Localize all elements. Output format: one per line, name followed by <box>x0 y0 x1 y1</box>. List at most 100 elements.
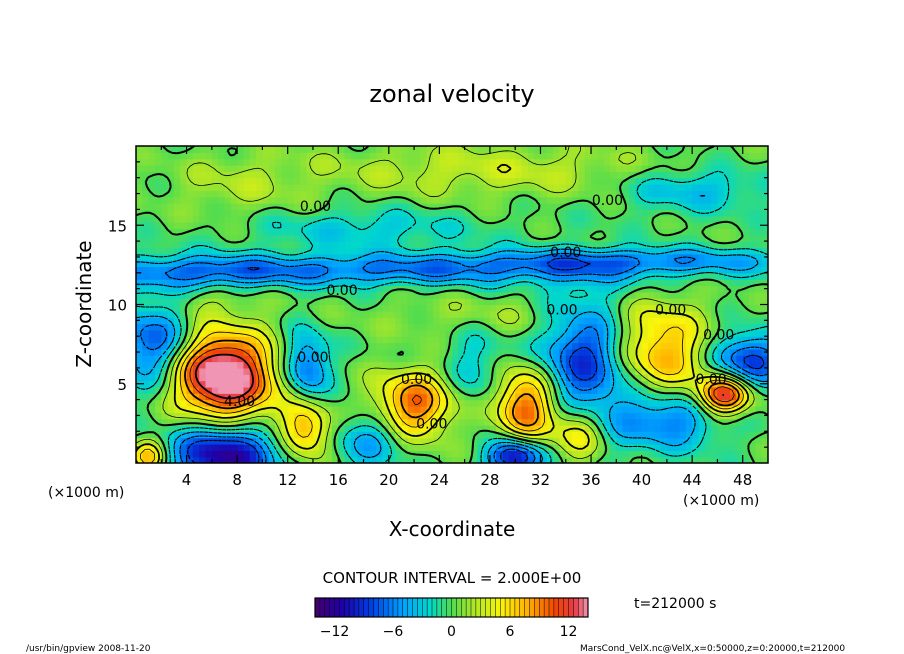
heatmap-cell <box>136 279 143 287</box>
heatmap-cell <box>243 336 251 344</box>
heatmap-cell <box>578 228 586 236</box>
heatmap-cell <box>717 405 725 413</box>
heatmap-cell <box>698 348 706 356</box>
heatmap-cell <box>294 146 301 153</box>
heatmap-cell <box>698 171 706 179</box>
heatmap-cell <box>679 412 687 420</box>
heatmap-cell <box>420 386 428 394</box>
heatmap-cell <box>426 329 434 337</box>
heatmap-cell <box>199 310 207 318</box>
heatmap-cell <box>211 291 219 299</box>
heatmap-cell <box>647 146 655 153</box>
heatmap-cell <box>496 291 504 299</box>
heatmap-cell <box>616 424 624 432</box>
heatmap-cell <box>445 190 453 198</box>
heatmap-cell <box>761 272 768 280</box>
heatmap-cell <box>723 399 731 407</box>
heatmap-cell <box>622 222 630 230</box>
heatmap-cell <box>692 253 700 261</box>
heatmap-cell <box>610 272 617 280</box>
heatmap-cell <box>136 184 143 191</box>
heatmap-cell <box>502 177 510 185</box>
heatmap-cell <box>458 184 466 191</box>
heatmap-cell <box>660 418 668 426</box>
heatmap-cell <box>635 342 643 350</box>
heatmap-cell <box>161 253 169 261</box>
heatmap-cell <box>572 304 579 312</box>
heatmap-cell <box>376 260 384 268</box>
heatmap-cell <box>452 304 459 312</box>
heatmap-cell <box>679 209 687 217</box>
heatmap-cell <box>407 443 415 451</box>
heatmap-cell <box>262 209 270 217</box>
heatmap-cell <box>148 361 156 369</box>
heatmap-cell <box>192 241 200 249</box>
heatmap-cell <box>376 374 384 382</box>
heatmap-cell <box>167 190 175 198</box>
heatmap-cell <box>641 431 649 439</box>
heatmap-cell <box>319 380 327 388</box>
heatmap-cell <box>167 418 175 426</box>
heatmap-cell <box>388 418 396 426</box>
heatmap-cell <box>546 190 554 198</box>
heatmap-cell <box>445 196 453 204</box>
heatmap-cell <box>692 177 700 185</box>
heatmap-cell <box>142 386 150 394</box>
heatmap-cell <box>578 367 586 375</box>
heatmap-cell <box>521 405 529 413</box>
heatmap-cell <box>641 399 649 407</box>
heatmap-cell <box>433 323 440 331</box>
heatmap-cell <box>376 348 384 356</box>
heatmap-cell <box>635 399 643 407</box>
heatmap-cell <box>407 323 415 331</box>
heatmap-cell <box>338 228 346 236</box>
heatmap-cell <box>275 323 282 331</box>
heatmap-cell <box>704 228 712 236</box>
heatmap-cell <box>591 222 598 230</box>
heatmap-cell <box>660 443 668 451</box>
heatmap-cell <box>654 405 662 413</box>
heatmap-cell <box>180 304 188 312</box>
heatmap-cell <box>306 317 314 325</box>
heatmap-cell <box>161 209 169 217</box>
heatmap-cell <box>439 450 447 458</box>
heatmap-cell <box>243 177 251 185</box>
heatmap-cell <box>470 253 478 261</box>
heatmap-cell <box>660 228 668 236</box>
heatmap-cell <box>433 260 440 268</box>
heatmap-cell <box>464 431 472 439</box>
heatmap-cell <box>660 431 668 439</box>
heatmap-cell <box>300 228 308 236</box>
heatmap-cell <box>407 171 415 179</box>
heatmap-cell <box>331 304 339 312</box>
heatmap-cell <box>218 380 226 388</box>
heatmap-cell <box>603 367 611 375</box>
heatmap-cell <box>199 247 207 255</box>
heatmap-cell <box>483 342 491 350</box>
heatmap-cell <box>540 367 548 375</box>
heatmap-cell <box>344 209 352 217</box>
heatmap-cell <box>306 310 314 318</box>
heatmap-cell <box>388 323 396 331</box>
heatmap-cell <box>256 317 263 325</box>
heatmap-cell <box>414 317 421 325</box>
heatmap-cell <box>142 279 150 287</box>
heatmap-cell <box>654 355 662 363</box>
heatmap-cell <box>635 450 643 458</box>
heatmap-cell <box>344 285 352 293</box>
heatmap-cell <box>565 355 573 363</box>
heatmap-cell <box>395 215 403 223</box>
heatmap-cell <box>597 291 605 299</box>
heatmap-cell <box>647 412 655 420</box>
heatmap-cell <box>275 298 282 306</box>
heatmap-cell <box>742 437 750 445</box>
heatmap-cell <box>142 253 150 261</box>
heatmap-cell <box>692 241 700 249</box>
heatmap-cell <box>597 171 605 179</box>
heatmap-cell <box>603 241 611 249</box>
heatmap-cell <box>243 272 251 280</box>
heatmap-cell <box>641 310 649 318</box>
heatmap-cell <box>628 285 636 293</box>
heatmap-cell <box>224 386 232 394</box>
heatmap-cell <box>211 222 219 230</box>
